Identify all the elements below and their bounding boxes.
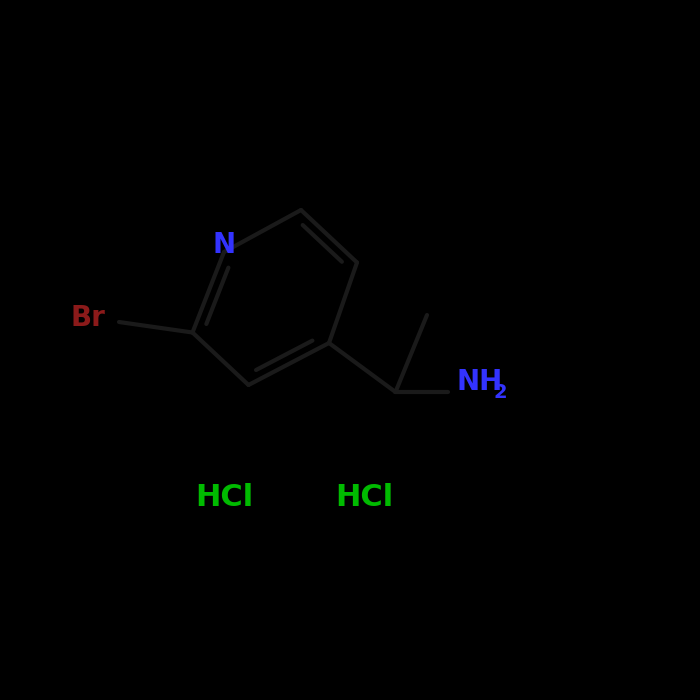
Text: NH: NH	[456, 368, 503, 395]
Text: HCl: HCl	[335, 482, 393, 512]
Text: N: N	[212, 231, 236, 259]
Text: Br: Br	[70, 304, 105, 332]
Text: 2: 2	[494, 382, 507, 402]
Text: HCl: HCl	[195, 482, 253, 512]
